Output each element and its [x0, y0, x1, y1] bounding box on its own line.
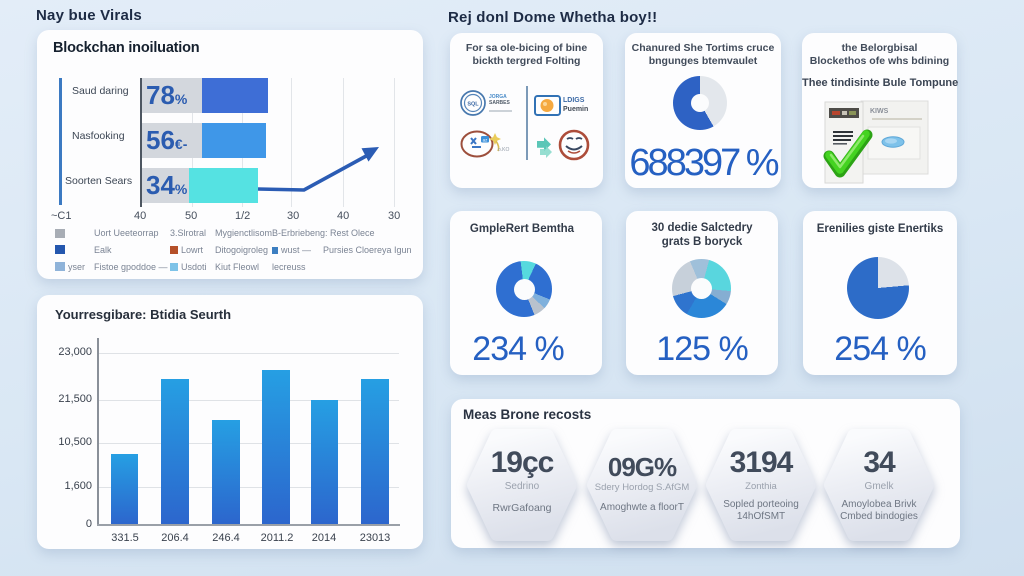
- svg-text:SARBES: SARBES: [489, 100, 511, 106]
- svg-text:SQL: SQL: [467, 102, 479, 108]
- svg-text:JORGA: JORGA: [489, 94, 507, 100]
- svg-text:o.KO: o.KO: [498, 147, 510, 153]
- svg-text:KIWS: KIWS: [870, 108, 889, 115]
- svg-text:LDIGS: LDIGS: [563, 97, 585, 104]
- svg-text:az: az: [483, 137, 489, 142]
- svg-text:Puemin: Puemin: [563, 106, 588, 113]
